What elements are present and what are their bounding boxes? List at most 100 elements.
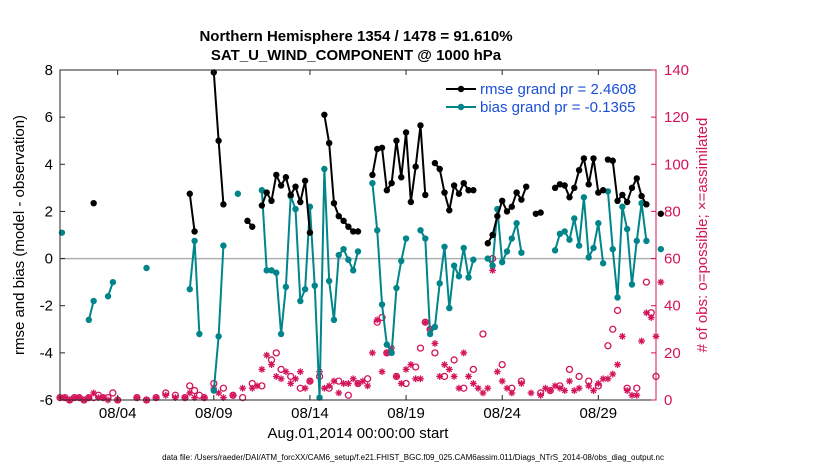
y2-tick-label: 40 bbox=[664, 298, 681, 315]
rmse-point bbox=[489, 231, 496, 239]
bias-point bbox=[402, 235, 410, 242]
assimilated-obs-point bbox=[320, 384, 328, 392]
assimilated-obs-point bbox=[61, 394, 69, 402]
bias-point bbox=[388, 349, 395, 357]
bias-point bbox=[422, 235, 429, 242]
rmse-point bbox=[580, 155, 588, 162]
assimilated-obs-point bbox=[162, 391, 170, 399]
x-axis: 08/04 08/09 08/14 08/19 08/24 08/29 bbox=[99, 70, 617, 422]
bias-point bbox=[450, 262, 458, 269]
y-tick-label: 8 bbox=[45, 62, 53, 79]
rmse-point bbox=[340, 217, 347, 225]
bias-point bbox=[374, 227, 381, 234]
assimilated-obs-point bbox=[296, 368, 304, 376]
assimilated-obs-point bbox=[498, 377, 506, 385]
rmse-point bbox=[263, 189, 270, 196]
y2-tick-label: 120 bbox=[664, 109, 689, 126]
x-tick-label: 08/19 bbox=[387, 405, 425, 422]
bias-point bbox=[398, 257, 405, 265]
y-axis-right: 0 20 40 60 80 100 120 140 bbox=[651, 62, 689, 409]
assimilated-obs-point bbox=[441, 361, 448, 369]
y-axis-left: -6 -4 -2 0 2 4 6 8 bbox=[40, 62, 65, 409]
y-tick-label: -2 bbox=[40, 298, 53, 315]
rmse-point bbox=[585, 181, 592, 188]
rmse-point bbox=[532, 210, 540, 217]
bias-point bbox=[465, 274, 472, 281]
rmse-point bbox=[277, 182, 285, 189]
bias-point bbox=[340, 245, 347, 253]
assimilated-obs-point bbox=[239, 384, 247, 392]
rmse-point bbox=[498, 197, 506, 205]
possible-obs-point bbox=[613, 306, 622, 315]
assimilated-obs-point bbox=[551, 382, 559, 390]
bias-point bbox=[292, 205, 299, 213]
assimilated-obs-point bbox=[417, 375, 424, 383]
assimilated-obs-point bbox=[623, 387, 631, 394]
rmse-point bbox=[287, 191, 294, 199]
possible-obs-point bbox=[450, 356, 458, 364]
rmse-point bbox=[268, 197, 275, 205]
possible-obs-point bbox=[344, 391, 353, 399]
bias-point bbox=[513, 220, 520, 227]
bias-point bbox=[590, 244, 597, 252]
bias-point bbox=[614, 294, 621, 301]
rmse-point bbox=[604, 156, 612, 163]
rmse-point bbox=[484, 240, 491, 247]
x-tick-label: 08/29 bbox=[580, 405, 618, 422]
assimilated-obs-point bbox=[393, 373, 400, 380]
bias-point bbox=[393, 284, 400, 292]
assimilated-obs-point bbox=[292, 375, 299, 383]
bias-point bbox=[585, 254, 592, 261]
bias-point bbox=[575, 242, 583, 249]
bias-point bbox=[619, 203, 626, 210]
bias-point bbox=[191, 237, 198, 245]
bias-point bbox=[325, 277, 333, 285]
assimilated-obs-point bbox=[407, 361, 415, 369]
assimilated-obs-point bbox=[556, 384, 564, 392]
assimilated-obs-point bbox=[604, 375, 612, 383]
assimilated-obs-point bbox=[484, 384, 492, 392]
rmse-point bbox=[441, 189, 448, 196]
bias-point bbox=[196, 330, 203, 338]
rmse-line-segment bbox=[188, 193, 196, 232]
rmse-point bbox=[628, 184, 636, 192]
x-tick-label: 08/04 bbox=[99, 405, 137, 422]
rmse-point bbox=[556, 181, 564, 188]
assimilated-obs-point bbox=[383, 349, 391, 357]
bias-point bbox=[623, 225, 631, 233]
possible-obs-point bbox=[238, 393, 247, 402]
assimilated-obs-point bbox=[397, 380, 405, 387]
assimilated-obs-point bbox=[585, 382, 593, 390]
bias-point bbox=[349, 267, 357, 274]
rmse-point bbox=[297, 198, 304, 206]
assimilated-obs-point bbox=[527, 389, 535, 397]
assimilated-obs-point bbox=[609, 370, 617, 378]
rmse-point bbox=[90, 199, 97, 207]
y2-tick-label: 20 bbox=[664, 345, 681, 362]
assimilated-obs-point bbox=[474, 384, 482, 392]
rmse-point bbox=[369, 171, 376, 179]
rmse-point bbox=[398, 174, 405, 181]
bias-point bbox=[109, 278, 117, 286]
assimilated-obs-point bbox=[460, 349, 468, 357]
rmse-point bbox=[282, 174, 290, 181]
assimilated-obs-point bbox=[450, 373, 458, 380]
rmse-point bbox=[393, 137, 400, 144]
assimilated-obs-point bbox=[253, 382, 261, 390]
assimilated-obs-point bbox=[518, 380, 525, 387]
rmse-point bbox=[455, 190, 463, 197]
bias-point bbox=[354, 248, 362, 255]
possible-obs-point bbox=[416, 344, 425, 352]
rmse-point bbox=[551, 184, 559, 192]
rmse-point bbox=[417, 122, 424, 129]
bias-point bbox=[345, 256, 352, 263]
rmse-point bbox=[575, 166, 583, 174]
bias-point bbox=[215, 333, 222, 340]
bias-line-segment bbox=[371, 183, 408, 357]
rmse-point bbox=[508, 203, 516, 210]
possible-obs-point bbox=[272, 349, 280, 357]
rmse-point bbox=[436, 165, 443, 173]
assimilated-obs-point bbox=[508, 389, 516, 397]
bias-point bbox=[580, 194, 588, 201]
